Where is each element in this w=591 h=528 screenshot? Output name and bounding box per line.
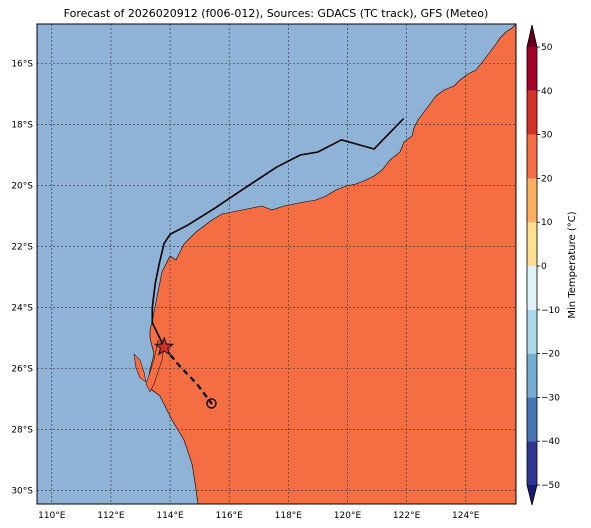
forecast-track-line (163, 346, 213, 405)
colorbar-segment (527, 222, 537, 266)
latitude-label: 20°S (11, 182, 33, 192)
longitude-label: 124°E (452, 511, 480, 521)
current-position-star-icon (154, 336, 175, 356)
forecast-position-marker (206, 398, 217, 409)
longitude-labels: 110°E 112°E 114°E 116°E 118°E 120°E 122°E 124°E (38, 511, 480, 521)
land-mass (147, 24, 516, 504)
colorbar-over-arrow (527, 25, 537, 47)
colorbar-under-arrow (527, 485, 537, 505)
longitude-label: 114°E (156, 511, 184, 521)
colorbar-tick-label: 20 (541, 174, 553, 184)
colorbar-ticks: −50 −40 −30 −20 −10 0 10 20 30 40 50 (537, 43, 560, 491)
colorbar-segment (527, 47, 537, 91)
colorbar-tick-label: −40 (541, 437, 560, 447)
colorbar-segment (527, 134, 537, 179)
latitude-label: 28°S (11, 425, 33, 435)
colorbar-segments (526, 24, 538, 506)
longitude-label: 118°E (275, 511, 303, 521)
colorbar-label: Min Temperature (°C) (567, 211, 578, 318)
latitude-label: 24°S (11, 303, 33, 313)
forecast-position-dot (210, 402, 213, 405)
longitude-label: 116°E (216, 511, 244, 521)
cyclone-track (151, 117, 405, 409)
colorbar-tick-label: 10 (541, 218, 553, 228)
longitude-label: 112°E (97, 511, 125, 521)
figure-title: Forecast of 2026020912 (f006-012), Sourc… (64, 7, 489, 20)
longitude-label: 120°E (334, 511, 362, 521)
longitude-label: 110°E (38, 511, 66, 521)
latitude-label: 22°S (11, 242, 33, 252)
colorbar-tick-label: 30 (541, 131, 553, 141)
colorbar-segment (527, 90, 537, 135)
latitude-label: 16°S (11, 60, 33, 70)
colorbar-segment (527, 266, 537, 310)
colorbar-tick-label: 0 (541, 262, 547, 272)
colorbar: −50 −40 −30 −20 −10 0 10 20 30 40 50 Min Temperatu… (526, 24, 578, 506)
colorbar-tick-label: −10 (541, 306, 560, 316)
island (133, 353, 147, 383)
latitude-label: 30°S (11, 486, 33, 496)
graticule (37, 24, 516, 504)
latitude-label: 26°S (11, 364, 33, 374)
colorbar-segment (527, 441, 537, 485)
map-panel[interactable]: 16°S18°S20°S22°S24°S26°S28°S30°S 110°E 11… (11, 23, 517, 521)
latitude-labels: 16°S 18°S 20°S 22°S 24°S 26°S 28°S 30°S (11, 60, 33, 497)
colorbar-segment (527, 353, 537, 398)
map-frame (36, 23, 517, 505)
colorbar-tick-label: −20 (541, 350, 560, 360)
past-track-line (151, 117, 405, 348)
colorbar-tick-label: 50 (541, 43, 553, 53)
latitude-label: 18°S (11, 121, 33, 131)
longitude-label: 122°E (393, 511, 421, 521)
colorbar-tick-label: −30 (541, 393, 560, 403)
colorbar-segment (527, 178, 537, 223)
colorbar-segment (527, 397, 537, 442)
colorbar-tick-label: −50 (541, 481, 560, 491)
colorbar-tick-label: 40 (541, 87, 553, 97)
colorbar-segment (527, 309, 537, 354)
